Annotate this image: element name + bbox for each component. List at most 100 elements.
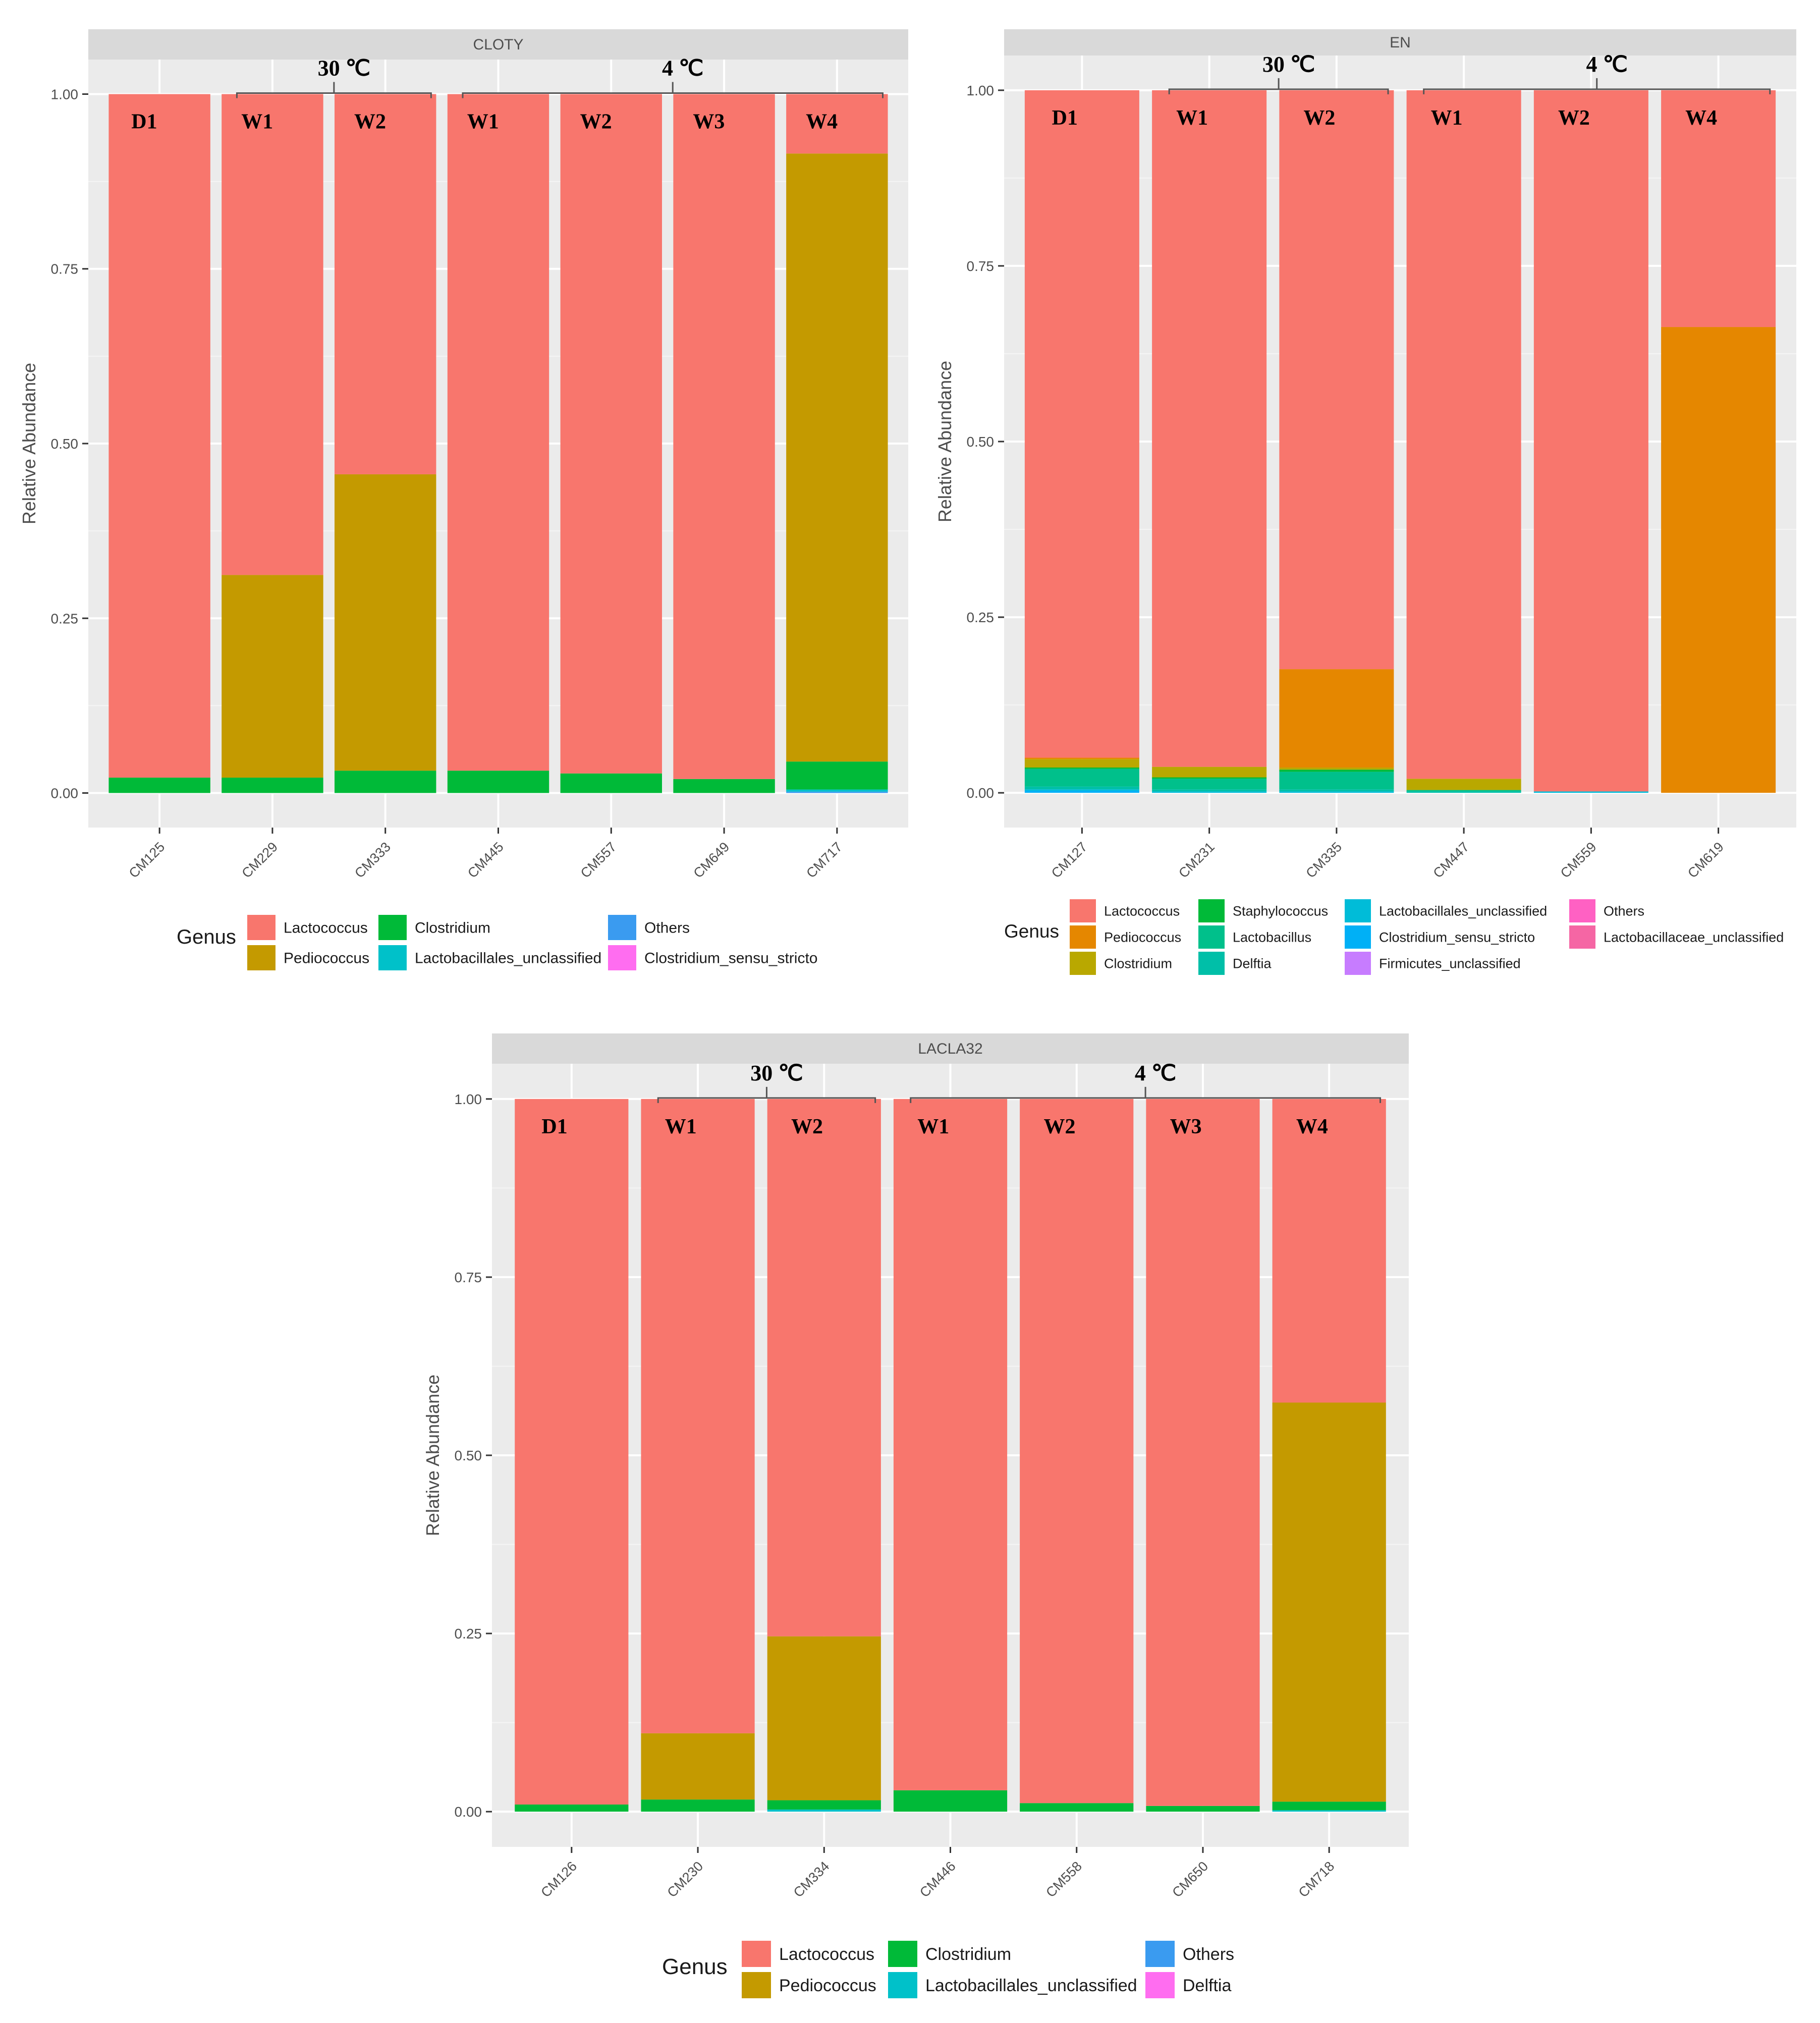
y-tick-label: 0.75 (967, 258, 995, 274)
bar-annotation: W3 (693, 110, 725, 133)
legend-title: Genus (1004, 921, 1059, 942)
legend-label: Delftia (1233, 956, 1272, 971)
bar-annotation: W2 (791, 1115, 823, 1138)
bar-segment-cm649-clostridium (673, 779, 775, 793)
bar-segment-cm717-lactococcus (786, 94, 888, 154)
group-bracket (910, 1086, 1382, 1103)
bar-segment-cm335-lactobacillus (1279, 772, 1394, 790)
bar-segment-cm557-lactococcus (560, 94, 662, 774)
legend-label: Lactobacillales_unclassified (415, 950, 601, 967)
bar-segment-cm127-lactobacillales-unclassified (1024, 789, 1139, 791)
bar-segment-cm558-lactococcus (1020, 1099, 1134, 1803)
bar-segment-cm717-others (786, 791, 888, 793)
legend-label: Lactobacillus (1233, 930, 1311, 945)
facet-strip (88, 29, 908, 60)
chart-title: LACLA32 (918, 1041, 982, 1057)
bar-segment-cm231-delftia (1152, 789, 1267, 792)
bar-segment-cm447-lactococcus (1406, 90, 1521, 779)
bar-segment-cm127-delftia (1024, 786, 1139, 790)
bar-segment-cm717-pediococcus (786, 153, 888, 762)
y-tick-label: 0.00 (51, 786, 79, 801)
y-tick-label: 0.50 (967, 434, 995, 450)
bar-segment-cm230-clostridium (641, 1799, 755, 1812)
bar-segment-cm446-clostridium (893, 1790, 1008, 1812)
bar-segment-cm649-lactococcus (673, 94, 775, 779)
facet-strip (492, 1033, 1409, 1064)
bar-segment-cm335-delftia (1279, 789, 1394, 792)
bar-segment-cm231-lactobacillales-unclassified (1152, 791, 1267, 793)
bar-segment-cm619-lactococcus (1661, 90, 1776, 327)
legend-label: Lactobacillaceae_unclassified (1604, 930, 1784, 945)
legend-label: Clostridium (415, 920, 490, 937)
bar-annotation: W1 (665, 1115, 697, 1138)
bar-segment-cm335-lactococcus (1279, 90, 1394, 670)
bar-segment-cm335-clostridium (1279, 768, 1394, 770)
bar-segment-cm717-clostridium (786, 761, 888, 790)
legend-label: Staphylococcus (1233, 903, 1328, 918)
bar-annotation: W1 (1176, 106, 1208, 130)
y-tick-label: 0.75 (455, 1270, 482, 1285)
bar-segment-cm231-staphylococcus (1152, 777, 1267, 779)
bar-segment-cm718-lactococcus (1272, 1099, 1386, 1403)
group-bracket (236, 82, 432, 98)
legend-label: Pediococcus (1104, 930, 1181, 945)
y-tick-label: 0.25 (967, 610, 995, 625)
bar-segment-cm333-clostridium (335, 771, 436, 793)
legend-swatch (742, 1941, 771, 1967)
bar-segment-cm230-lactococcus (641, 1099, 755, 1733)
bar-annotation: W2 (1558, 106, 1590, 130)
y-axis-label: Relative Abundance (19, 363, 39, 524)
legend-swatch (1070, 899, 1096, 922)
bar-annotation: W4 (1685, 106, 1717, 130)
bar-segment-cm333-lactococcus (335, 94, 436, 474)
legend-label: Others (1183, 1945, 1234, 1964)
legend-label: Clostridium_sensu_stricto (644, 950, 817, 967)
bar-segment-cm127-staphylococcus (1024, 768, 1139, 769)
legend-label: Clostridium (925, 1945, 1011, 1964)
y-tick-label: 0.00 (967, 785, 995, 801)
chart-title: CLOTY (473, 36, 523, 53)
bar-segment-cm127-clostridium-sensu-stricto (1024, 790, 1139, 793)
bar-segment-cm229-lactococcus (222, 94, 323, 575)
bar-segment-cm231-clostridium (1152, 767, 1267, 778)
y-tick-label: 0.50 (51, 436, 79, 452)
bar-annotation: D1 (541, 1115, 567, 1138)
group-label: 4 ℃ (662, 56, 703, 80)
facet-strip (1004, 29, 1796, 56)
bar-segment-cm334-lactococcus (767, 1099, 881, 1636)
legend-swatch (1070, 952, 1096, 975)
group-bracket (657, 1086, 876, 1103)
bar-segment-cm718-clostridium (1272, 1801, 1386, 1811)
bar-segment-cm447-delftia (1406, 791, 1521, 793)
group-label: 30 ℃ (318, 56, 370, 80)
bar-annotation: W4 (1296, 1115, 1328, 1138)
legend-label: Others (1604, 903, 1644, 918)
chart-title: EN (1390, 34, 1411, 51)
chart-panel-cloty: CLOTY 0.00 0.25 0.50 0.75 1.00 Relative Abunda… (19, 29, 908, 970)
bar-segment-cm718-pediococcus (1272, 1402, 1386, 1802)
legend-title: Genus (662, 1954, 728, 1979)
bar-segment-cm334-pediococcus (767, 1636, 881, 1800)
bar-segment-cm335-pediococcus (1279, 669, 1394, 768)
bar-segment-cm334-clostridium (767, 1800, 881, 1810)
y-tick-label: 0.50 (455, 1448, 482, 1463)
bar-annotation: W2 (580, 110, 612, 133)
legend-label: Pediococcus (284, 950, 369, 967)
legend-swatch (378, 945, 407, 970)
legend-swatch (1569, 899, 1595, 922)
group-bracket (462, 82, 884, 98)
chart-panel-en: EN 0.00 0.25 0.50 0.75 1.00 Relative Abundance… (934, 29, 1796, 975)
legend-swatch (247, 915, 275, 940)
y-tick-label: 0.00 (455, 1804, 482, 1820)
legend-label: Lactococcus (779, 1945, 874, 1964)
legend-swatch (742, 1972, 771, 1998)
legend-swatch (608, 915, 636, 940)
bar-segment-cm230-pediococcus (641, 1733, 755, 1800)
legend-label: Lactobacillales_unclassified (1379, 903, 1547, 918)
legend-title: Genus (177, 926, 236, 948)
bar-segment-cm619-pediococcus (1661, 327, 1776, 793)
bar-annotation: W1 (1431, 106, 1463, 130)
group-label: 30 ℃ (1262, 52, 1315, 77)
bar-segment-cm334-lactobacillales-unclassified (767, 1809, 881, 1812)
